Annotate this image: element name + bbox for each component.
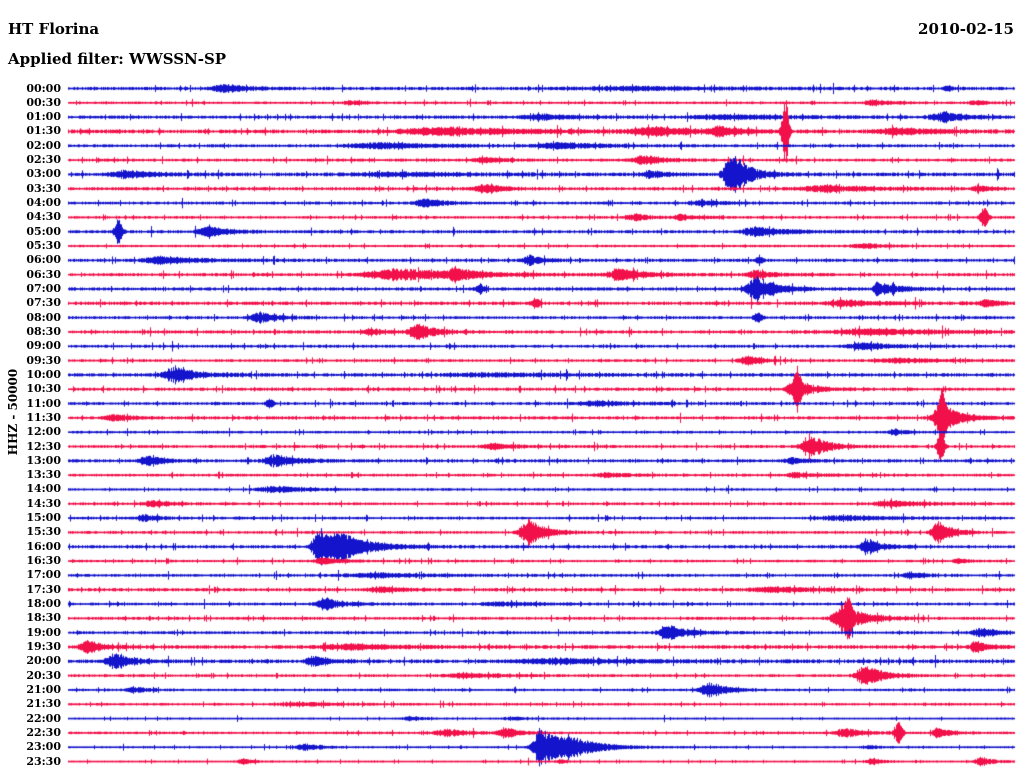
time-label: 21:00	[26, 682, 61, 696]
applied-filter-label: Applied filter: WWSSN-SP	[8, 50, 227, 68]
time-label: 20:00	[26, 654, 61, 668]
time-label: 02:00	[26, 138, 61, 152]
time-label: 05:00	[26, 224, 61, 238]
time-label: 08:00	[26, 310, 61, 324]
time-label: 09:00	[26, 339, 61, 353]
time-label: 06:00	[26, 253, 61, 267]
time-label: 08:30	[26, 324, 61, 338]
time-label: 10:00	[26, 367, 61, 381]
time-label: 14:00	[26, 482, 61, 496]
time-label: 13:00	[26, 453, 61, 467]
time-label: 21:30	[26, 697, 61, 711]
time-label: 01:00	[26, 110, 61, 124]
time-label: 17:30	[26, 582, 61, 596]
time-label: 12:00	[26, 425, 61, 439]
time-label: 16:30	[26, 554, 61, 568]
time-label: 05:30	[26, 239, 61, 253]
plot-date: 2010-02-15	[918, 20, 1014, 38]
time-label: 00:30	[26, 95, 61, 109]
time-label: 20:30	[26, 668, 61, 682]
time-label: 12:30	[26, 439, 61, 453]
time-label: 19:30	[26, 639, 61, 653]
time-label: 18:30	[26, 611, 61, 625]
time-label: 01:30	[26, 124, 61, 138]
time-label: 02:30	[26, 153, 61, 167]
time-label: 06:30	[26, 267, 61, 281]
time-label: 23:00	[26, 740, 61, 754]
time-label: 03:00	[26, 167, 61, 181]
time-label: 07:30	[26, 296, 61, 310]
time-label: 14:30	[26, 496, 61, 510]
time-label: 10:30	[26, 382, 61, 396]
time-label: 11:30	[26, 410, 61, 424]
time-label: 07:00	[26, 281, 61, 295]
time-label: 16:00	[26, 539, 61, 553]
time-label: 00:00	[26, 81, 61, 95]
time-label: 22:00	[26, 711, 61, 725]
time-label: 19:00	[26, 625, 61, 639]
time-label: 22:30	[26, 725, 61, 739]
time-label: 23:30	[26, 754, 61, 768]
time-label: 09:30	[26, 353, 61, 367]
time-label: 18:00	[26, 597, 61, 611]
time-label: 04:00	[26, 196, 61, 210]
time-label: 15:30	[26, 525, 61, 539]
time-label: 11:00	[26, 396, 61, 410]
time-label: 15:00	[26, 511, 61, 525]
station-title: HT Florina	[8, 20, 100, 38]
time-label: 13:30	[26, 468, 61, 482]
time-label: 17:00	[26, 568, 61, 582]
time-label: 04:30	[26, 210, 61, 224]
time-label: 03:30	[26, 181, 61, 195]
